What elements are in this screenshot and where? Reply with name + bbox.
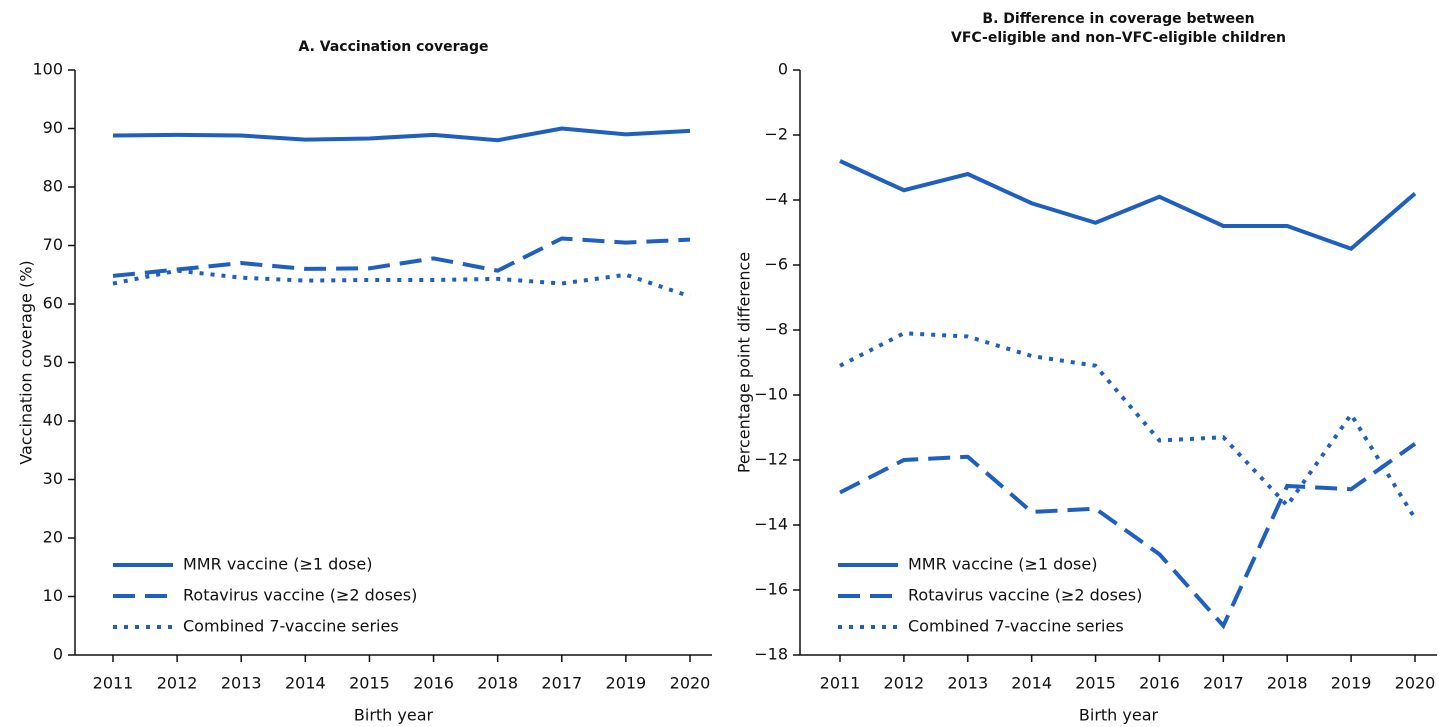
x-tick-label: 2014 [1011,674,1052,693]
legend-label: Combined 7-vaccine series [908,617,1124,636]
series-line [112,236,691,278]
x-tick-label: 2019 [606,674,647,693]
x-tick-label: 2015 [349,674,390,693]
series-line [839,442,1417,630]
y-tick-label: 90 [43,118,63,137]
y-tick-label: 10 [43,586,63,605]
y-tick-label: −16 [754,580,788,599]
legend-label: Rotavirus vaccine (≥2 doses) [908,586,1142,605]
legend-label: Combined 7-vaccine series [183,617,399,636]
y-tick-label: 100 [32,60,63,79]
legend-label: MMR vaccine (≥1 dose) [908,555,1097,574]
y-tick-label: 60 [43,294,63,313]
x-tick-label: 2018 [477,674,518,693]
x-tick-label: 2016 [413,674,454,693]
y-tick-label: −8 [764,320,788,339]
x-tick-label: 2019 [1331,674,1372,693]
y-tick-label: −4 [764,190,788,209]
x-tick-label: 2020 [670,674,711,693]
x-tick-label: 2020 [1395,674,1436,693]
legend-label: MMR vaccine (≥1 dose) [183,555,372,574]
chart-title: B. Difference in coverage between [982,11,1254,27]
x-tick-label: 2011 [93,674,134,693]
x-tick-label: 2011 [820,674,861,693]
y-tick-label: 0 [778,60,788,79]
x-tick-label: 2017 [1203,674,1244,693]
x-axis-label: Birth year [354,706,434,725]
x-tick-label: 2018 [1267,674,1308,693]
y-tick-label: −2 [764,125,788,144]
y-tick-label: −14 [754,515,788,534]
x-tick-label: 2014 [285,674,326,693]
y-tick-label: 50 [43,352,63,371]
series-line [839,159,1417,252]
y-tick-label: −12 [754,450,788,469]
x-tick-label: 2012 [884,674,925,693]
y-tick-label: −6 [764,255,788,274]
y-axis-label: Percentage point difference [735,252,754,473]
series-line [839,331,1417,520]
x-tick-label: 2012 [157,674,198,693]
chart-title: A. Vaccination coverage [299,39,489,55]
series-line [112,126,691,143]
x-tick-label: 2015 [1075,674,1116,693]
series-line [112,268,691,299]
y-tick-label: 80 [43,177,63,196]
legend-label: Rotavirus vaccine (≥2 doses) [183,586,417,605]
x-tick-label: 2017 [541,674,582,693]
y-tick-label: 70 [43,235,63,254]
y-tick-label: −10 [754,385,788,404]
y-tick-label: −18 [754,645,788,664]
x-axis-label: Birth year [1079,706,1159,725]
y-axis-label: Vaccination coverage (%) [17,260,36,464]
y-tick-label: 20 [43,528,63,547]
y-tick-label: 40 [43,411,63,430]
chart-title: VFC-eligible and non–VFC-eligible childr… [951,30,1286,46]
x-tick-label: 2016 [1139,674,1180,693]
x-tick-label: 2013 [947,674,988,693]
y-tick-label: 0 [53,645,63,664]
x-tick-label: 2013 [221,674,262,693]
y-tick-label: 30 [43,469,63,488]
